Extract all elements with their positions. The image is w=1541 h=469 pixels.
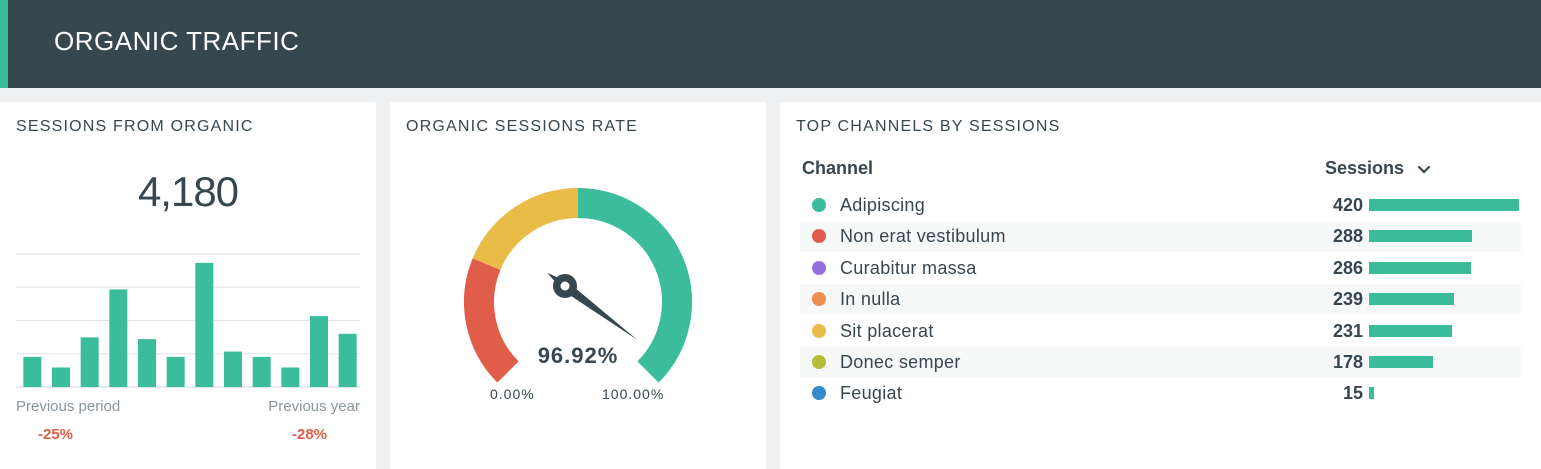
sessions-bar-chart	[16, 253, 360, 388]
channel-color-dot	[812, 198, 826, 212]
sessions-total: 4,180	[137, 168, 239, 215]
chart-bar	[23, 356, 42, 387]
channel-color-dot	[812, 386, 826, 401]
chevron-down-icon	[1417, 165, 1430, 174]
gauge-value: 96.92%	[537, 343, 619, 368]
gauge-segment-low	[464, 258, 519, 383]
chart-bar	[52, 367, 70, 387]
gauge-needle-hub-center	[560, 281, 570, 291]
chart-bar	[166, 356, 185, 387]
channel-color-dot	[812, 229, 826, 244]
rate-card-title: ORGANIC SESSIONS RATE	[406, 118, 639, 135]
channel-row[interactable]: In nulla 239	[800, 284, 1521, 316]
chart-bar	[224, 351, 242, 387]
channel-sessions-bar	[1369, 324, 1452, 337]
channel-sessions-bar	[1369, 356, 1433, 368]
channel-sessions-value: 420	[1332, 195, 1363, 215]
previous-year-value: -28%	[292, 426, 328, 443]
chart-bar	[338, 333, 357, 387]
channels-card: TOP CHANNELS BY SESSIONS Channel Session…	[780, 102, 1541, 469]
channel-row[interactable]: Curabitur massa 286	[800, 253, 1521, 284]
channel-sessions-value: 231	[1332, 320, 1363, 341]
channel-sessions-value: 178	[1332, 352, 1363, 372]
channel-color-dot	[812, 355, 826, 369]
header-accent	[0, 0, 8, 88]
chart-bar	[252, 356, 271, 387]
chart-bar	[138, 339, 156, 387]
channel-name: Donec semper	[840, 352, 961, 372]
channel-row[interactable]: Sit placerat 231	[800, 316, 1521, 347]
channel-name: Curabitur massa	[840, 257, 977, 278]
dashboard-header: ORGANIC TRAFFIC	[0, 0, 1541, 88]
page-title: ORGANIC TRAFFIC	[54, 26, 300, 56]
gauge-segment-high	[577, 188, 692, 383]
channel-sessions-bar	[1369, 387, 1375, 400]
channel-sessions-bar	[1369, 261, 1472, 274]
sessions-rate-gauge	[464, 188, 692, 383]
chart-bar	[310, 316, 328, 387]
channel-sessions-bar	[1369, 293, 1455, 306]
sessions-header-label: Sessions	[1325, 158, 1405, 178]
chart-bar	[195, 262, 214, 387]
gauge-segment-mid	[472, 188, 579, 271]
chart-bar	[281, 367, 300, 387]
previous-year-label: Previous year	[268, 398, 360, 415]
channel-name: Non erat vestibulum	[840, 226, 1006, 247]
channel-sessions-bar	[1369, 230, 1472, 243]
channel-row[interactable]: Adipiscing 420	[800, 190, 1521, 221]
chart-bar	[80, 337, 99, 387]
channel-name: Sit placerat	[840, 320, 934, 341]
channel-row[interactable]: Feugiat 15	[800, 378, 1521, 409]
sessions-card-title: SESSIONS FROM ORGANIC	[16, 118, 254, 135]
rate-card: ORGANIC SESSIONS RATE 96.92% 0.00% 100.0…	[390, 102, 766, 469]
channel-name: In nulla	[840, 289, 901, 310]
channel-color-dot	[812, 260, 826, 275]
channels-card-title: TOP CHANNELS BY SESSIONS	[796, 118, 1061, 135]
channel-sessions-value: 239	[1332, 289, 1363, 310]
gauge-max-label: 100.00%	[602, 386, 665, 402]
channel-row[interactable]: Donec semper 178	[800, 347, 1521, 378]
channel-sessions-value: 15	[1342, 383, 1363, 404]
channel-name: Feugiat	[840, 383, 903, 404]
gauge-min-label: 0.00%	[490, 386, 535, 402]
channel-sessions-value: 288	[1332, 226, 1363, 247]
channel-color-dot	[812, 323, 826, 338]
previous-period-value: -25%	[38, 426, 74, 443]
previous-period-label: Previous period	[16, 398, 121, 415]
sessions-card: SESSIONS FROM ORGANIC 4,180 Previous per…	[0, 102, 376, 469]
channel-sessions-bar	[1369, 199, 1519, 211]
channel-color-dot	[812, 292, 826, 307]
channel-name: Adipiscing	[840, 195, 926, 215]
chart-bar	[109, 289, 128, 387]
channel-sessions-value: 286	[1332, 257, 1363, 278]
column-header-sessions[interactable]: Sessions	[1325, 158, 1431, 179]
channel-row[interactable]: Non erat vestibulum 288	[800, 221, 1521, 253]
column-header-channel: Channel	[802, 158, 874, 178]
